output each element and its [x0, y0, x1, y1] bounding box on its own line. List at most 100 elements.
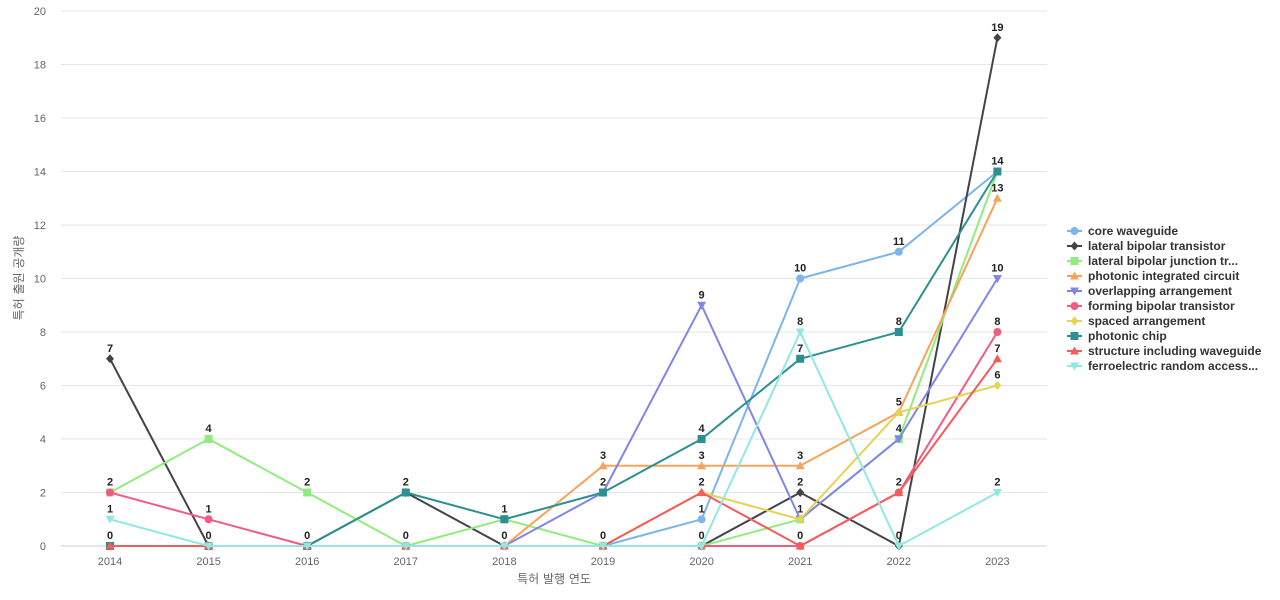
series-ferroelectric-random-access[interactable]	[105, 328, 1002, 551]
x-tick-label: 2020	[689, 556, 713, 568]
data-point[interactable]	[697, 461, 707, 470]
data-point[interactable]	[795, 541, 805, 550]
legend-marker[interactable]	[1070, 362, 1079, 371]
data-point[interactable]	[303, 488, 312, 497]
legend-item-photonic-integrated-circuit[interactable]: photonic integrated circuit	[1067, 269, 1239, 283]
data-point[interactable]	[796, 354, 805, 363]
legend-marker[interactable]	[1070, 346, 1079, 355]
data-point[interactable]	[697, 542, 707, 551]
x-tick-label: 2022	[887, 556, 911, 568]
data-label: 2	[994, 477, 1000, 489]
data-point[interactable]	[796, 488, 805, 497]
data-point[interactable]	[894, 542, 904, 551]
data-label: 1	[107, 503, 113, 515]
data-point[interactable]	[105, 541, 115, 550]
data-point[interactable]	[796, 514, 805, 524]
x-axis-title: 특허 발행 연도	[517, 571, 591, 586]
series-line-ferroelectric-random-access[interactable]	[109, 331, 998, 547]
data-point[interactable]	[697, 515, 706, 524]
data-point[interactable]	[992, 275, 1002, 283]
x-tick-label: 2016	[295, 556, 319, 568]
series-line-core-waveguide[interactable]	[110, 170, 999, 547]
data-point[interactable]	[894, 328, 903, 336]
data-point[interactable]	[599, 488, 607, 497]
data-point[interactable]	[302, 542, 312, 551]
legend-marker[interactable]	[1070, 271, 1079, 280]
legend-label: lateral bipolar transistor	[1088, 239, 1226, 253]
legend-item-spaced-arrangement[interactable]: spaced arrangement	[1067, 314, 1205, 328]
data-label: 1	[501, 503, 507, 515]
legend-item-overlapping-arrangement[interactable]: overlapping arrangement	[1067, 284, 1232, 298]
data-point[interactable]	[993, 328, 1002, 336]
y-tick-label: 12	[34, 220, 46, 232]
x-tick-label: 2015	[196, 556, 220, 568]
legend-marker[interactable]	[1070, 287, 1079, 296]
data-point[interactable]	[598, 461, 608, 470]
data-label: 11	[893, 236, 905, 248]
series-line-photonic-integrated-circuit[interactable]	[110, 197, 999, 547]
data-label: 7	[994, 343, 1000, 355]
data-point[interactable]	[992, 489, 1002, 497]
data-point[interactable]	[105, 515, 115, 524]
legend-label: photonic chip	[1088, 329, 1167, 343]
legend-item-photonic-chip[interactable]: photonic chip	[1067, 329, 1167, 343]
x-tick-label: 2021	[788, 556, 812, 568]
data-point[interactable]	[894, 247, 903, 256]
data-point[interactable]	[106, 488, 114, 497]
data-point[interactable]	[401, 488, 410, 497]
legend-label: photonic integrated circuit	[1088, 269, 1239, 283]
series-line-structure-including-waveguide[interactable]	[110, 358, 999, 547]
legend-item-structure-including-waveguide[interactable]: structure including waveguide	[1067, 344, 1262, 358]
data-point[interactable]	[993, 167, 1002, 176]
legend-marker[interactable]	[1070, 241, 1079, 251]
data-point[interactable]	[598, 542, 608, 551]
data-point[interactable]	[401, 542, 411, 551]
legend-item-lateral-bipolar-transistor[interactable]: lateral bipolar transistor	[1067, 239, 1226, 253]
data-point[interactable]	[499, 542, 509, 551]
legend-item-forming-bipolar-transistor[interactable]: forming bipolar transistor	[1067, 299, 1235, 313]
data-point[interactable]	[106, 354, 114, 364]
y-tick-label: 4	[40, 434, 46, 446]
data-point[interactable]	[796, 274, 805, 283]
legend-marker[interactable]	[1070, 257, 1079, 265]
data-point[interactable]	[795, 328, 805, 337]
data-point[interactable]	[894, 407, 903, 417]
x-tick-label: 2018	[492, 556, 516, 568]
data-point[interactable]	[500, 515, 509, 524]
series-line-photonic-chip[interactable]	[110, 170, 999, 547]
data-point[interactable]	[697, 301, 707, 310]
legend-item-ferroelectric-random-access[interactable]: ferroelectric random access...	[1067, 359, 1258, 373]
data-point[interactable]	[992, 354, 1002, 363]
x-tick-label: 2014	[98, 556, 122, 568]
legend-label: forming bipolar transistor	[1088, 299, 1235, 313]
data-label: 19	[991, 22, 1003, 34]
data-label: 3	[797, 450, 803, 462]
data-point[interactable]	[992, 193, 1002, 202]
data-point[interactable]	[993, 33, 1002, 43]
data-point[interactable]	[795, 461, 805, 470]
data-point[interactable]	[993, 381, 1002, 390]
legend-item-core-waveguide[interactable]: core waveguide	[1067, 224, 1178, 238]
y-tick-label: 6	[40, 381, 46, 393]
data-point[interactable]	[204, 515, 213, 524]
data-point[interactable]	[697, 435, 706, 443]
series-lateral-bipolar-transistor[interactable]	[106, 33, 1002, 551]
series-line-lateral-bipolar-junction-tr[interactable]	[109, 171, 999, 547]
legend-marker[interactable]	[1070, 332, 1079, 340]
data-point[interactable]	[894, 488, 904, 496]
series-line-spaced-arrangement[interactable]	[110, 384, 998, 547]
data-point[interactable]	[204, 435, 213, 443]
legend-item-lateral-bipolar-junction-tr[interactable]: lateral bipolar junction tr...	[1067, 254, 1238, 268]
legend-marker[interactable]	[1070, 316, 1079, 326]
legend-marker[interactable]	[1070, 302, 1079, 310]
series-photonic-integrated-circuit[interactable]	[105, 193, 1002, 550]
data-label: 0	[600, 530, 606, 542]
data-point[interactable]	[894, 435, 904, 444]
legend-marker[interactable]	[1070, 227, 1079, 235]
data-label: 2	[797, 477, 803, 489]
data-label: 5	[896, 396, 902, 408]
data-point[interactable]	[204, 542, 214, 551]
data-point[interactable]	[697, 488, 707, 496]
